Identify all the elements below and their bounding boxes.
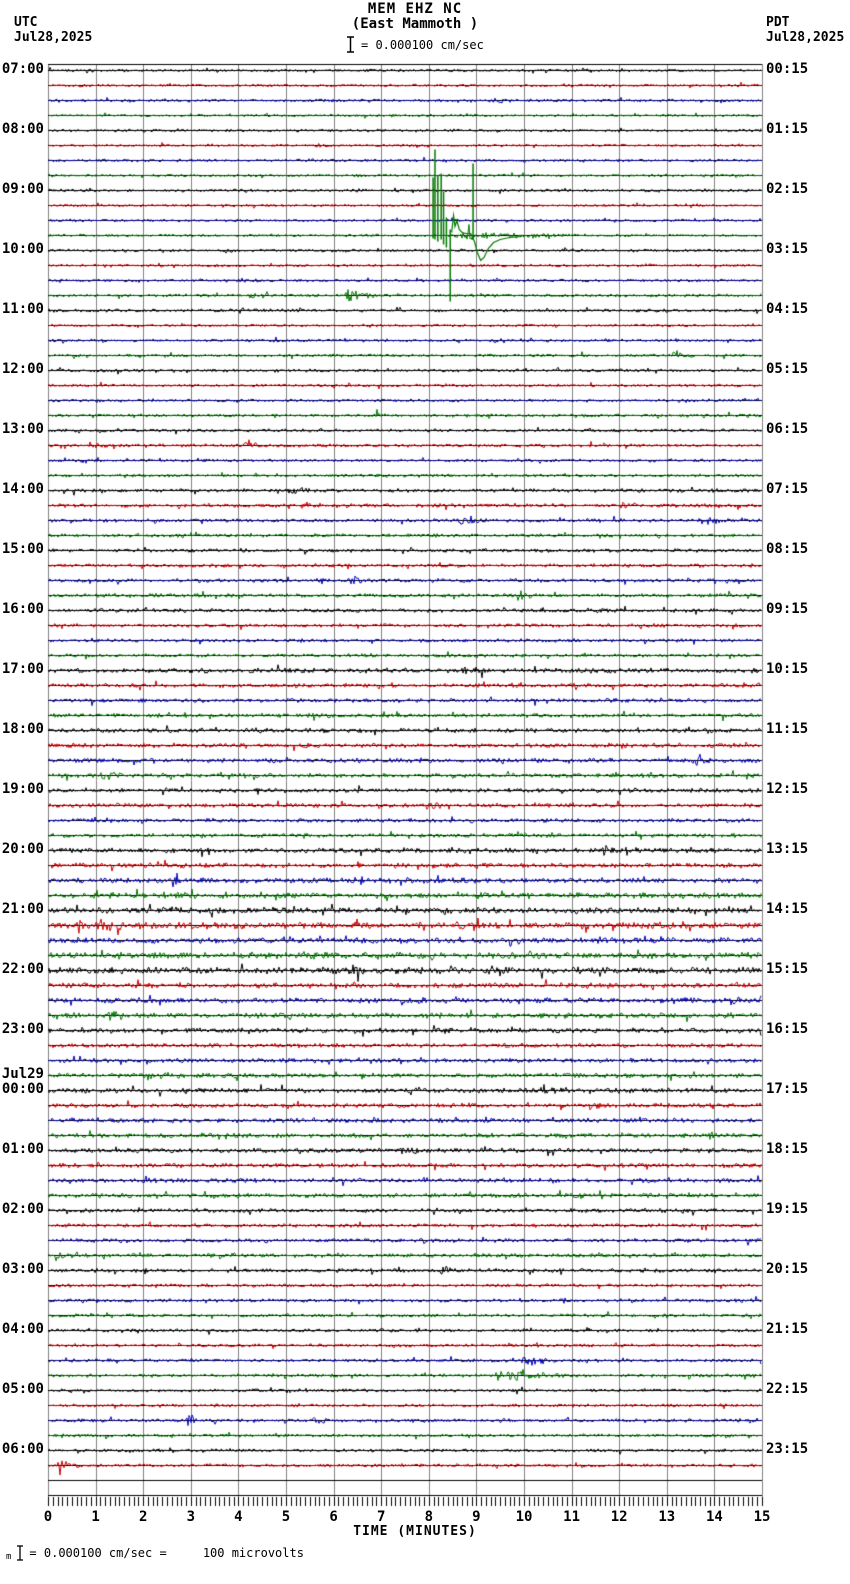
- pdt-hour-label: 13:15: [766, 841, 809, 857]
- x-tick-label: 14: [705, 1509, 723, 1525]
- pdt-hour-label: 20:15: [766, 1261, 809, 1277]
- utc-hour-label: 07:00: [1, 61, 44, 77]
- utc-hour-label: 10:00: [1, 241, 44, 257]
- pdt-hour-label: 16:15: [766, 1021, 809, 1037]
- x-tick-label: 2: [138, 1509, 148, 1525]
- pdt-hour-label: 19:15: [766, 1201, 809, 1217]
- utc-label: UTC: [14, 15, 38, 30]
- date-rollover-label: Jul29: [1, 1066, 44, 1082]
- station-location: (East Mammoth ): [351, 16, 479, 32]
- x-tick-label: 3: [186, 1509, 196, 1525]
- x-tick-label: 6: [329, 1509, 338, 1525]
- utc-hour-label: 17:00: [1, 661, 44, 677]
- x-tick-label: 7: [376, 1509, 386, 1525]
- station-title: MEM EHZ NC: [367, 1, 463, 17]
- pdt-hour-label: 06:15: [766, 421, 809, 437]
- utc-hour-label: 09:00: [1, 181, 44, 197]
- scale-label: = 0.000100 cm/sec: [361, 37, 484, 52]
- x-tick-label: 1: [91, 1509, 100, 1525]
- pdt-hour-label: 00:15: [766, 61, 809, 77]
- utc-hour-label: 03:00: [1, 1261, 44, 1277]
- x-tick-label: 9: [472, 1509, 481, 1525]
- pdt-hour-label: 02:15: [766, 181, 809, 197]
- pdt-hour-label: 10:15: [766, 661, 809, 677]
- x-tick-label: 5: [281, 1509, 291, 1525]
- pdt-hour-label: 23:15: [766, 1441, 809, 1457]
- utc-hour-label: 01:00: [1, 1141, 44, 1157]
- utc-hour-label: 23:00: [1, 1021, 44, 1037]
- utc-hour-label: 22:00: [1, 961, 44, 977]
- utc-hour-label: 06:00: [1, 1441, 44, 1457]
- utc-hour-label: 21:00: [1, 901, 44, 917]
- scale-footnote: m = 0.000100 cm/sec = 100 microvolts: [6, 1545, 304, 1562]
- pdt-hour-label: 22:15: [766, 1381, 809, 1397]
- microvolt-glyph: m: [6, 1552, 12, 1562]
- scale-bar-small-icon: [17, 1545, 24, 1561]
- utc-hour-label: 16:00: [1, 601, 44, 617]
- x-tick-label: 8: [424, 1509, 434, 1525]
- x-tick-label: 10: [515, 1509, 533, 1525]
- utc-hour-label: 19:00: [1, 781, 44, 797]
- pdt-hour-label: 08:15: [766, 541, 809, 557]
- utc-hour-label: 12:00: [1, 361, 44, 377]
- x-tick-label: 11: [563, 1509, 581, 1525]
- utc-hour-label: 15:00: [1, 541, 44, 557]
- utc-hour-label: 20:00: [1, 841, 44, 857]
- utc-hour-label: 08:00: [1, 121, 44, 137]
- utc-hour-label: 00:00: [1, 1081, 44, 1097]
- pdt-label: PDT: [766, 15, 790, 30]
- amplitude-scale: = 0.000100 cm/sec: [346, 36, 484, 53]
- utc-hour-label: 02:00: [1, 1201, 44, 1217]
- x-tick-label: 0: [43, 1509, 53, 1525]
- pdt-hour-label: 07:15: [766, 481, 809, 497]
- x-tick-label: 4: [234, 1509, 243, 1525]
- pdt-hour-label: 01:15: [766, 121, 809, 137]
- x-tick-label: 12: [610, 1509, 628, 1525]
- pdt-hour-label: 05:15: [766, 361, 809, 377]
- utc-hour-label: 13:00: [1, 421, 44, 437]
- utc-hour-label: 14:00: [1, 481, 44, 497]
- pdt-hour-label: 12:15: [766, 781, 809, 797]
- pdt-date: Jul28,2025: [766, 30, 845, 45]
- pdt-hour-label: 17:15: [766, 1081, 809, 1097]
- x-axis-label: TIME (MINUTES): [353, 1524, 477, 1539]
- pdt-hour-label: 18:15: [766, 1141, 809, 1157]
- x-tick-label: 13: [658, 1509, 676, 1525]
- utc-hour-label: 04:00: [1, 1321, 44, 1337]
- scale-bar-icon: [347, 36, 354, 53]
- utc-header: UTC Jul28,2025: [14, 15, 92, 45]
- utc-hour-label: 05:00: [1, 1381, 44, 1397]
- pdt-hour-label: 21:15: [766, 1321, 809, 1337]
- utc-date: Jul28,2025: [14, 30, 93, 45]
- pdt-hour-label: 15:15: [766, 961, 809, 977]
- pdt-hour-label: 11:15: [766, 721, 809, 737]
- utc-hour-label: 11:00: [1, 301, 44, 317]
- utc-hour-label: 18:00: [1, 721, 44, 737]
- pdt-hour-label: 04:15: [766, 301, 809, 317]
- pdt-header: PDT Jul28,2025: [766, 15, 844, 45]
- pdt-hour-label: 03:15: [766, 241, 809, 257]
- scale-note: = 0.000100 cm/sec = 100 microvolts: [29, 1546, 304, 1560]
- pdt-hour-label: 09:15: [766, 601, 809, 617]
- pdt-hour-label: 14:15: [766, 901, 809, 917]
- x-tick-label: 15: [753, 1509, 771, 1525]
